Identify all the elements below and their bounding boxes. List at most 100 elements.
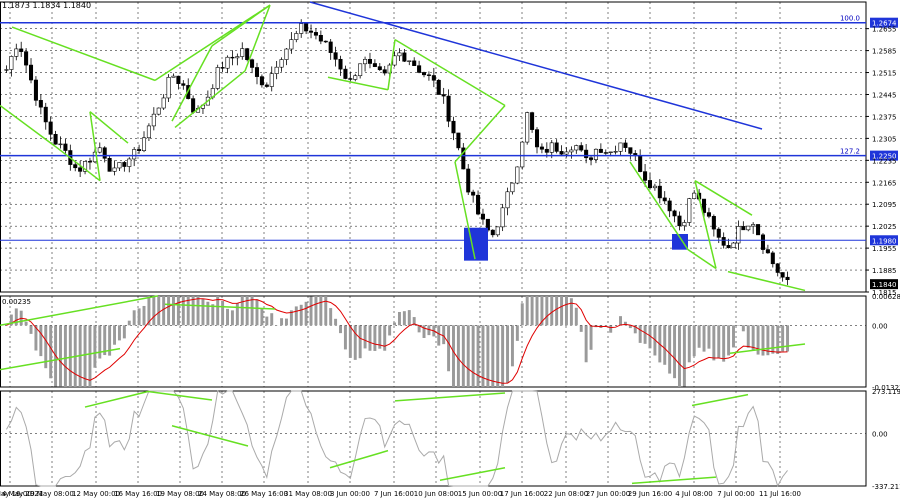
pattern-line <box>727 270 806 292</box>
candle <box>191 98 196 113</box>
candle <box>574 145 579 151</box>
cci-divergence-line <box>631 476 717 485</box>
macd-bar <box>44 325 48 369</box>
current-price-label: 1.1840 <box>872 281 897 289</box>
macd-signal-line <box>6 298 788 384</box>
macd-bar <box>673 325 677 379</box>
price-tick-label: 1.2025 <box>872 223 897 231</box>
macd-bar <box>289 310 293 326</box>
pattern-line <box>694 180 753 216</box>
macd-bar <box>643 325 647 344</box>
macd-bar <box>545 296 549 326</box>
macd-bar <box>117 325 121 341</box>
macd-bar <box>437 325 441 346</box>
candle <box>525 112 530 143</box>
pattern-line <box>687 249 717 270</box>
candle <box>254 67 260 77</box>
macd-bar <box>63 325 67 387</box>
macd-bar <box>579 325 583 332</box>
candle <box>38 100 43 108</box>
candle <box>407 60 412 62</box>
fib-label-127: 127.2 <box>840 148 860 156</box>
macd-bar <box>373 325 377 351</box>
macd-bar <box>510 325 514 367</box>
macd-tick-label: 0.00 <box>872 322 888 330</box>
candle <box>309 30 314 33</box>
price-tick-label: 1.2305 <box>872 135 897 143</box>
macd-bar <box>59 325 62 387</box>
macd-bar <box>186 296 190 326</box>
macd-bar <box>722 325 726 362</box>
candle <box>731 242 736 249</box>
macd-bar <box>471 325 475 387</box>
candle <box>122 162 127 167</box>
pattern-line <box>171 45 213 122</box>
candle <box>721 237 726 246</box>
pattern-line <box>394 38 506 107</box>
x-tick-label: 31 May 08:00 <box>284 490 332 498</box>
candle <box>28 64 34 81</box>
candle <box>559 151 564 155</box>
candle <box>24 51 29 66</box>
candle <box>436 79 441 95</box>
panel-frame <box>0 1 867 293</box>
x-tick-label: 27 Jun 00:00 <box>586 490 630 498</box>
candle <box>274 66 279 74</box>
price-tick-label: 1.2165 <box>872 179 897 187</box>
candle <box>343 68 348 79</box>
candle <box>78 167 83 172</box>
x-tick-label: 4 Jul 08:00 <box>675 490 713 498</box>
macd-bar <box>348 325 352 358</box>
macd-bar <box>358 325 362 359</box>
candle <box>146 125 151 139</box>
panel-frame <box>0 295 867 388</box>
macd-bar <box>447 325 451 372</box>
macd-bar <box>270 313 274 326</box>
macd-bar <box>49 325 53 379</box>
macd-bar <box>481 325 485 387</box>
candle <box>83 161 88 172</box>
macd-bar <box>162 296 166 326</box>
macd-bar <box>628 325 632 329</box>
macd-bar <box>456 325 460 387</box>
macd-bar <box>623 321 627 326</box>
candle <box>515 166 520 184</box>
macd-bar <box>172 296 175 326</box>
macd-bar <box>230 310 234 326</box>
candle <box>756 224 761 236</box>
macd-bar <box>152 296 156 326</box>
candle <box>618 142 623 152</box>
candle <box>446 95 451 122</box>
candle <box>539 146 544 150</box>
macd-bar <box>663 325 667 365</box>
macd-bar <box>712 325 716 361</box>
x-tick-label: 7 Jul 00:00 <box>717 490 755 498</box>
candle <box>677 215 682 227</box>
macd-bar <box>103 325 107 356</box>
pattern-line <box>11 26 156 82</box>
macd-bar <box>515 325 519 341</box>
macd-divergence-line <box>164 303 276 310</box>
macd-bar <box>353 325 357 360</box>
pattern-line <box>454 104 506 163</box>
pattern-line <box>694 180 717 269</box>
candle <box>495 226 500 236</box>
zone-box <box>464 227 488 261</box>
x-tick-label: 10 Jun 08:00 <box>414 490 458 498</box>
candle <box>166 76 171 99</box>
pattern-line <box>54 145 101 182</box>
candle <box>137 149 142 151</box>
x-tick-label: 16 May 16:00 <box>114 490 162 498</box>
macd-bar <box>260 308 264 326</box>
candle <box>377 66 382 71</box>
candle <box>564 151 569 155</box>
price-tick-label: 1.1815 <box>872 289 897 297</box>
x-tick-label: 29 Jun 16:00 <box>628 490 672 498</box>
price-tick-label: 1.1885 <box>872 267 897 275</box>
pattern-line <box>174 70 246 128</box>
macd-bar <box>329 308 333 326</box>
candle <box>117 162 122 169</box>
x-tick-label: 9 May 08:00 <box>30 490 74 498</box>
cci-divergence-line <box>394 392 506 402</box>
